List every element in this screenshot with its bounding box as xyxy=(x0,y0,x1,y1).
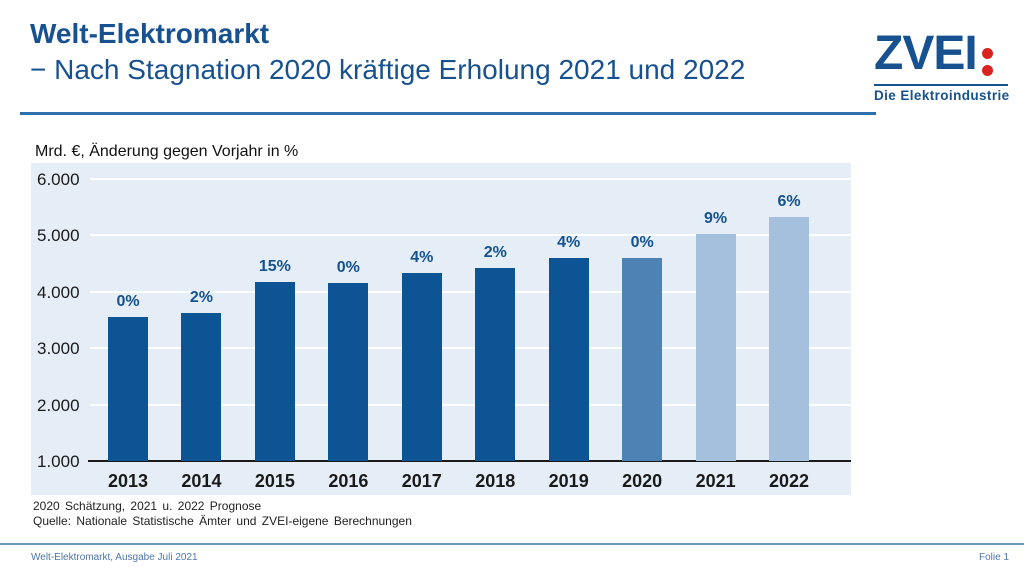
footer-document-title: Welt-Elektromarkt, Ausgabe Juli 2021 xyxy=(31,552,198,563)
zvei-wordmark: ZVEI xyxy=(874,27,978,80)
bar-2016 xyxy=(328,283,369,461)
footnote-source: Quelle: Nationale Statistische Ämter und… xyxy=(33,514,412,528)
zvei-colon-icon xyxy=(981,32,993,79)
x-axis-tick-2022: 2022 xyxy=(769,471,810,491)
bar-change-label-2017: 4% xyxy=(410,248,434,266)
bar-2013 xyxy=(108,316,148,461)
x-axis-tick-2014: 2014 xyxy=(181,471,222,491)
bar-2018 xyxy=(475,268,516,461)
footer-page-number: Folie 1 xyxy=(978,552,1009,563)
chart-footnotes: 2020 Schätzung, 2021 u. 2022 Prognose Qu… xyxy=(33,499,412,529)
bar-change-label-2019: 4% xyxy=(557,234,581,252)
bar-2021 xyxy=(695,234,736,461)
bar-2017 xyxy=(401,272,442,461)
chart-subtitle: Mrd. €, Änderung gegen Vorjahr in % xyxy=(35,143,299,160)
logo-divider xyxy=(874,84,1008,86)
x-axis-tick-2020: 2020 xyxy=(622,471,663,491)
footnote-estimation: 2020 Schätzung, 2021 u. 2022 Prognose xyxy=(33,499,262,513)
title-line-1: Welt-Elektromarkt xyxy=(30,18,270,49)
y-axis-tick: 4.000 xyxy=(37,282,80,302)
x-axis-line xyxy=(88,460,851,462)
x-axis-tick-2019: 2019 xyxy=(548,471,589,491)
y-axis-tick: 2.000 xyxy=(37,395,80,415)
y-axis-tick: 3.000 xyxy=(37,339,80,358)
x-axis-tick-2015: 2015 xyxy=(254,471,295,491)
bar-2015 xyxy=(254,282,295,461)
y-axis-tick: 6.000 xyxy=(37,169,80,189)
bar-change-label-2018: 2% xyxy=(483,244,507,262)
gridline-5000 xyxy=(90,234,851,236)
bar-2020 xyxy=(622,258,663,461)
bar-2019 xyxy=(548,258,589,461)
bar-change-label-2016: 0% xyxy=(336,259,360,277)
y-axis-tick: 5.000 xyxy=(37,226,80,245)
bar-change-label-2014: 2% xyxy=(189,288,213,306)
bar-change-label-2013: 0% xyxy=(116,292,140,310)
x-axis-tick-2017: 2017 xyxy=(401,471,442,491)
gridline-4000 xyxy=(90,290,851,293)
bar-change-label-2022: 6% xyxy=(777,193,801,211)
title-line-2: − Nach Stagnation 2020 kräftige Erholung… xyxy=(30,54,746,85)
bar-2022 xyxy=(769,217,810,461)
footer-divider xyxy=(0,543,1024,545)
x-axis-tick-2013: 2013 xyxy=(107,471,149,491)
x-axis-tick-2018: 2018 xyxy=(475,471,516,491)
page-title: Welt-Elektromarkt − Nach Stagnation 2020… xyxy=(30,16,745,88)
y-axis-tick: 1.000 xyxy=(37,452,80,471)
logo-tagline: Die Elektroindustrie xyxy=(874,88,1010,103)
gridline-6000 xyxy=(90,177,851,180)
x-axis-tick-2016: 2016 xyxy=(328,471,369,491)
x-axis-tick-2021: 2021 xyxy=(695,471,736,491)
gridline-2000 xyxy=(90,403,851,406)
bar-change-label-2015: 15% xyxy=(258,258,291,276)
zvei-wordmark-row: ZVEI xyxy=(874,27,1008,80)
bar-change-label-2020: 0% xyxy=(630,234,654,252)
zvei-logo: ZVEI Die Elektroindustrie xyxy=(874,27,1010,103)
gridline-3000 xyxy=(90,347,851,349)
title-divider xyxy=(20,112,876,115)
bar-chart: 6.000 5.000 4.000 3.000 2.000 1.000 0% 2013 2% 20… xyxy=(31,163,851,495)
bar-2014 xyxy=(181,312,222,461)
bar-change-label-2021: 9% xyxy=(704,210,728,228)
